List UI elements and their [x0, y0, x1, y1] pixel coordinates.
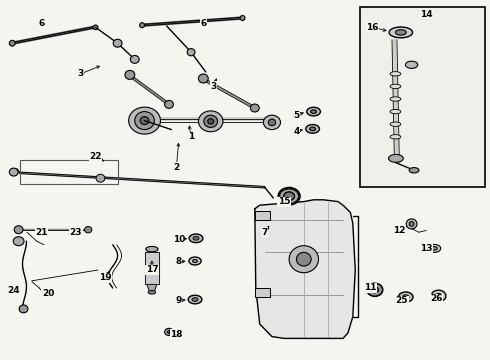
Text: 16: 16 [366, 22, 379, 31]
Text: 22: 22 [89, 152, 102, 161]
Ellipse shape [208, 119, 214, 124]
Ellipse shape [189, 234, 203, 243]
Ellipse shape [390, 109, 401, 114]
Polygon shape [147, 284, 157, 292]
Ellipse shape [395, 30, 406, 35]
Text: 5: 5 [294, 111, 299, 120]
Ellipse shape [405, 61, 417, 68]
Polygon shape [255, 200, 355, 338]
Bar [255, 288, 270, 297]
Ellipse shape [188, 295, 202, 304]
Text: 15: 15 [278, 197, 291, 206]
Text: 10: 10 [172, 235, 185, 244]
Text: 2: 2 [173, 163, 179, 172]
Ellipse shape [269, 119, 275, 126]
Ellipse shape [130, 55, 139, 63]
Ellipse shape [432, 247, 437, 250]
Ellipse shape [296, 252, 311, 266]
Ellipse shape [264, 115, 280, 130]
Ellipse shape [189, 257, 201, 265]
Polygon shape [145, 252, 159, 284]
Text: 20: 20 [42, 289, 54, 298]
Text: 24: 24 [7, 286, 20, 295]
Text: 12: 12 [393, 226, 406, 235]
Ellipse shape [193, 259, 197, 263]
Ellipse shape [148, 291, 156, 294]
Bar [255, 211, 270, 220]
Ellipse shape [193, 237, 199, 240]
Ellipse shape [165, 328, 173, 336]
Text: 14: 14 [420, 10, 433, 19]
Ellipse shape [306, 125, 319, 133]
Text: 25: 25 [395, 296, 408, 305]
Ellipse shape [96, 174, 105, 182]
Text: 7: 7 [261, 228, 268, 237]
Ellipse shape [311, 110, 317, 113]
Ellipse shape [140, 23, 145, 28]
Ellipse shape [14, 226, 23, 234]
Text: 3: 3 [210, 82, 216, 91]
Ellipse shape [279, 188, 299, 204]
Text: 3: 3 [78, 69, 84, 78]
Ellipse shape [192, 298, 198, 301]
Ellipse shape [165, 100, 173, 108]
Ellipse shape [367, 283, 383, 296]
Text: 11: 11 [364, 284, 376, 292]
Ellipse shape [84, 226, 92, 233]
Ellipse shape [19, 305, 28, 313]
Ellipse shape [390, 84, 401, 89]
Ellipse shape [428, 244, 441, 252]
Ellipse shape [187, 49, 195, 56]
Text: 26: 26 [430, 294, 442, 303]
Ellipse shape [204, 115, 218, 127]
Ellipse shape [389, 154, 403, 162]
Ellipse shape [9, 168, 18, 176]
Text: 23: 23 [70, 228, 82, 237]
Ellipse shape [390, 122, 401, 126]
Ellipse shape [310, 127, 316, 131]
Text: 18: 18 [170, 330, 183, 338]
Ellipse shape [135, 112, 154, 130]
Ellipse shape [250, 104, 259, 112]
Ellipse shape [409, 168, 419, 173]
Ellipse shape [198, 74, 208, 83]
Text: 21: 21 [35, 228, 48, 237]
Ellipse shape [307, 107, 320, 116]
Ellipse shape [113, 39, 122, 47]
Text: 17: 17 [146, 266, 158, 274]
Ellipse shape [406, 219, 417, 229]
Ellipse shape [284, 192, 294, 201]
Ellipse shape [436, 293, 442, 298]
Ellipse shape [409, 221, 414, 226]
Text: 4: 4 [293, 127, 300, 136]
Text: 6: 6 [200, 19, 206, 28]
Text: 13: 13 [420, 244, 433, 253]
Bar [20, 160, 118, 184]
Ellipse shape [146, 246, 158, 252]
Bar [360, 7, 485, 187]
Text: 19: 19 [99, 274, 112, 282]
Text: 6: 6 [39, 19, 45, 28]
Ellipse shape [240, 15, 245, 21]
Ellipse shape [389, 27, 413, 38]
Ellipse shape [402, 295, 409, 299]
Text: 9: 9 [175, 296, 182, 305]
Ellipse shape [140, 117, 149, 125]
Ellipse shape [431, 290, 446, 302]
Ellipse shape [167, 330, 171, 333]
Ellipse shape [125, 71, 135, 79]
Text: 1: 1 [188, 132, 194, 141]
Ellipse shape [128, 107, 161, 134]
Text: 8: 8 [176, 257, 182, 266]
Ellipse shape [390, 72, 401, 76]
Ellipse shape [93, 25, 98, 30]
Ellipse shape [398, 292, 413, 302]
Ellipse shape [198, 111, 223, 132]
Ellipse shape [289, 246, 318, 273]
Ellipse shape [9, 40, 15, 46]
Ellipse shape [390, 97, 401, 101]
Ellipse shape [371, 287, 379, 293]
Ellipse shape [13, 237, 24, 246]
Ellipse shape [390, 135, 401, 139]
